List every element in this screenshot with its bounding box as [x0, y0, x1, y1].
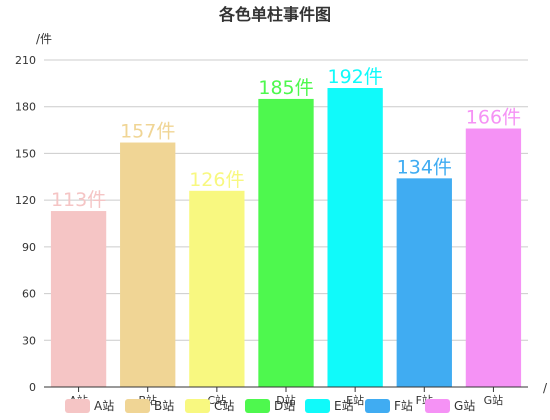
legend-swatch — [185, 399, 210, 413]
legend-item[interactable]: A站 — [65, 399, 114, 413]
y-axis-ticks: 0 30 60 90 120 150 180 210 — [15, 54, 36, 394]
bar[interactable] — [396, 178, 452, 387]
legend-label: A站 — [94, 399, 114, 413]
legend[interactable]: A站 B站 C站 D站 E站 F站 G站 — [65, 399, 475, 413]
data-label: 166件 — [466, 107, 521, 129]
data-label: 113件 — [51, 189, 106, 211]
data-label: 126件 — [189, 169, 244, 191]
bar[interactable] — [50, 211, 107, 387]
bar[interactable] — [189, 190, 245, 387]
y-tick-label: 210 — [15, 54, 36, 67]
legend-swatch — [305, 399, 330, 413]
data-label: 157件 — [120, 121, 175, 143]
x-tick-label: E站 — [346, 393, 364, 407]
legend-item[interactable]: E站 — [305, 399, 354, 413]
legend-item[interactable]: D站 — [245, 399, 295, 413]
y-tick-label: 90 — [22, 241, 36, 254]
legend-item[interactable]: C站 — [185, 399, 234, 413]
legend-swatch — [65, 399, 90, 413]
legend-label: G站 — [454, 399, 475, 413]
chart-title: 各色单柱事件图 — [218, 5, 331, 24]
x-tick-label: C站 — [208, 393, 227, 407]
data-labels: 113件 157件 126件 185件 192件 134件 166件 — [51, 66, 521, 211]
legend-label: B站 — [154, 399, 174, 413]
legend-swatch — [425, 399, 450, 413]
legend-swatch — [365, 399, 390, 413]
data-label: 192件 — [328, 66, 383, 88]
legend-label: F站 — [394, 399, 413, 413]
y-tick-label: 120 — [15, 194, 36, 207]
bar[interactable] — [327, 88, 383, 388]
bar[interactable] — [120, 142, 176, 387]
y-tick-label: 150 — [15, 147, 36, 160]
legend-label: D站 — [274, 399, 295, 413]
x-tick-label: D站 — [276, 393, 295, 407]
legend-item[interactable]: F站 — [365, 399, 413, 413]
data-label: 134件 — [397, 156, 452, 178]
legend-swatch — [245, 399, 270, 413]
legend-swatch — [125, 399, 150, 413]
y-tick-label: 60 — [22, 288, 36, 301]
legend-item[interactable]: G站 — [425, 399, 475, 413]
bars — [50, 88, 522, 388]
legend-label: C站 — [214, 399, 234, 413]
data-label: 185件 — [258, 77, 313, 99]
y-tick-label: 180 — [15, 101, 36, 114]
legend-label: E站 — [334, 399, 354, 413]
y-tick-label: 0 — [29, 381, 36, 394]
bar[interactable] — [465, 128, 522, 387]
y-tick-label: 30 — [22, 334, 36, 347]
x-tick-label: G站 — [484, 393, 504, 407]
legend-item[interactable]: B站 — [125, 399, 174, 413]
x-axis-unit-label: / — [543, 381, 548, 395]
bar[interactable] — [258, 98, 314, 387]
y-axis-unit-label: /件 — [36, 32, 52, 46]
